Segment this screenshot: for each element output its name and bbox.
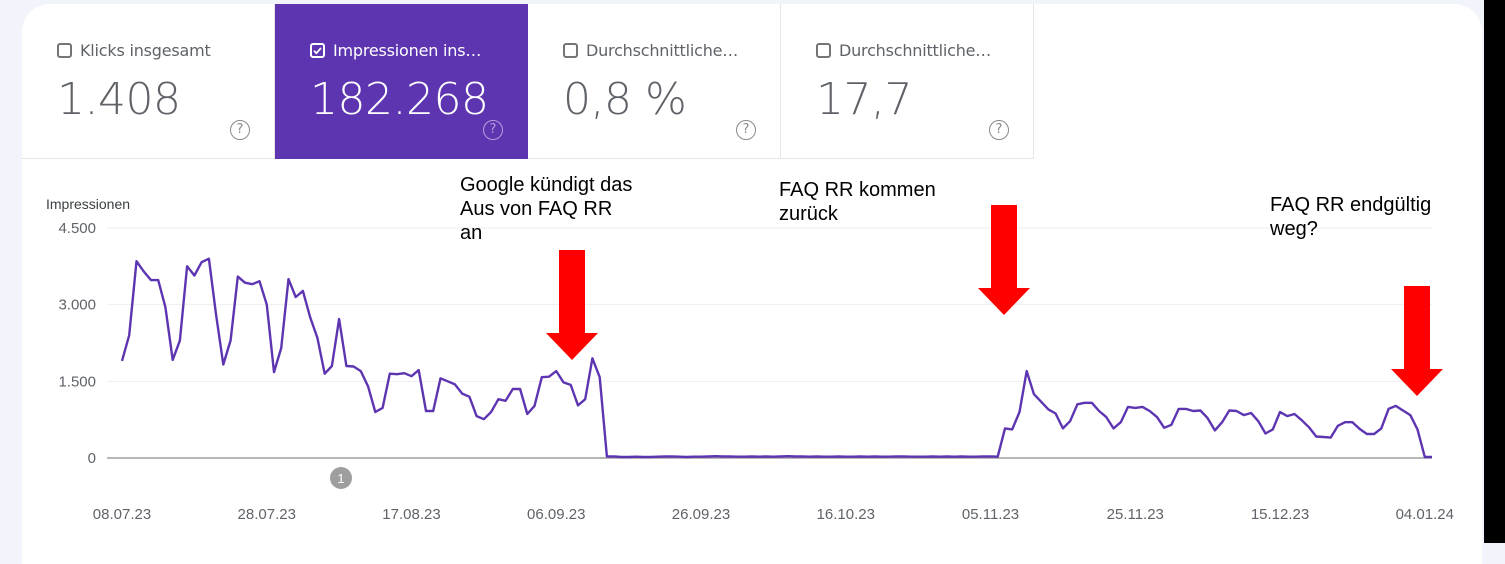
annotation-line: zurück <box>779 203 838 225</box>
metric-tabs: Klicks insgesamt 1.408 ? Impressionen in… <box>22 4 1034 160</box>
impressions-line-chart: Impressionen 0 1.500 3.000 4.500 08.07.23 28.0… <box>46 196 1454 523</box>
metric-label-text: Durchschnittliche… <box>839 41 992 60</box>
event-marker-icon[interactable] <box>330 467 352 489</box>
metric-label: Durchschnittliche… <box>563 41 738 60</box>
checkbox-unchecked-icon[interactable] <box>57 43 72 58</box>
help-circle-icon[interactable]: ? <box>736 120 756 140</box>
x-tick-label: 16.10.23 <box>817 506 875 523</box>
metric-label-text: Durchschnittliche… <box>586 41 739 60</box>
x-tick-label: 05.11.23 <box>962 506 1019 523</box>
metric-average-position[interactable]: Durchschnittliche… 17,7 ? <box>781 4 1034 159</box>
x-tick-label: 26.09.23 <box>672 506 730 523</box>
annotation-line: Google kündigt das <box>460 174 633 196</box>
metric-label: Klicks insgesamt <box>57 41 211 60</box>
metric-label-text: Impressionen ins… <box>333 41 482 60</box>
metric-average-ctr[interactable]: Durchschnittliche… 0,8 % ? <box>528 4 781 159</box>
x-tick-label: 04.01.24 <box>1396 506 1454 523</box>
x-tick-label: 28.07.23 <box>238 506 296 523</box>
arrow-down-icon <box>978 205 1030 315</box>
checkbox-unchecked-icon[interactable] <box>816 43 831 58</box>
help-circle-icon[interactable]: ? <box>989 120 1009 140</box>
x-tick-label: 06.09.23 <box>527 506 585 523</box>
metric-value: 0,8 % <box>563 74 687 125</box>
y-tick-label: 1.500 <box>58 373 96 390</box>
checkbox-unchecked-icon[interactable] <box>563 43 578 58</box>
x-tick-label: 15.12.23 <box>1251 506 1309 523</box>
arrow-down-icon <box>1391 286 1443 396</box>
annotation-line: FAQ RR kommen <box>779 179 936 201</box>
x-tick-label: 25.11.23 <box>1107 506 1164 523</box>
x-tick-label: 08.07.23 <box>93 506 151 523</box>
metric-value: 1.408 <box>57 74 181 125</box>
annotation-faq-return: FAQ RR kommen zurück <box>779 178 936 226</box>
annotation-line: Aus von FAQ RR <box>460 198 613 220</box>
metric-label: Durchschnittliche… <box>816 41 991 60</box>
annotation-line: weg? <box>1270 218 1318 240</box>
checkbox-checked-icon[interactable] <box>310 43 325 58</box>
metric-label: Impressionen ins… <box>310 41 481 60</box>
event-marker-label: 1 <box>337 471 344 486</box>
metric-label-text: Klicks insgesamt <box>80 41 211 60</box>
annotation-faq-gone: FAQ RR endgültig weg? <box>1270 193 1431 241</box>
metric-total-impressions[interactable]: Impressionen ins… 182.268 ? <box>275 4 528 159</box>
metric-value: 17,7 <box>816 74 912 125</box>
y-tick-label: 4.500 <box>58 220 96 237</box>
y-tick-label: 0 <box>88 450 96 467</box>
annotation-line: FAQ RR endgültig <box>1270 194 1432 216</box>
y-axis-title: Impressionen <box>46 196 130 212</box>
help-circle-icon[interactable]: ? <box>483 120 503 140</box>
screen-edge <box>1484 0 1505 543</box>
metric-total-clicks[interactable]: Klicks insgesamt 1.408 ? <box>22 4 275 159</box>
metric-value: 182.268 <box>310 74 489 125</box>
performance-card: Klicks insgesamt 1.408 ? Impressionen in… <box>22 4 1482 564</box>
impressions-line[interactable] <box>120 257 1432 459</box>
annotation-line: an <box>460 222 483 244</box>
help-circle-icon[interactable]: ? <box>230 120 250 140</box>
x-tick-label: 17.08.23 <box>382 506 440 523</box>
annotation-faq-announcement: Google kündigt das Aus von FAQ RR an <box>460 173 632 245</box>
y-tick-label: 3.000 <box>58 297 96 314</box>
arrow-down-icon <box>546 250 598 360</box>
